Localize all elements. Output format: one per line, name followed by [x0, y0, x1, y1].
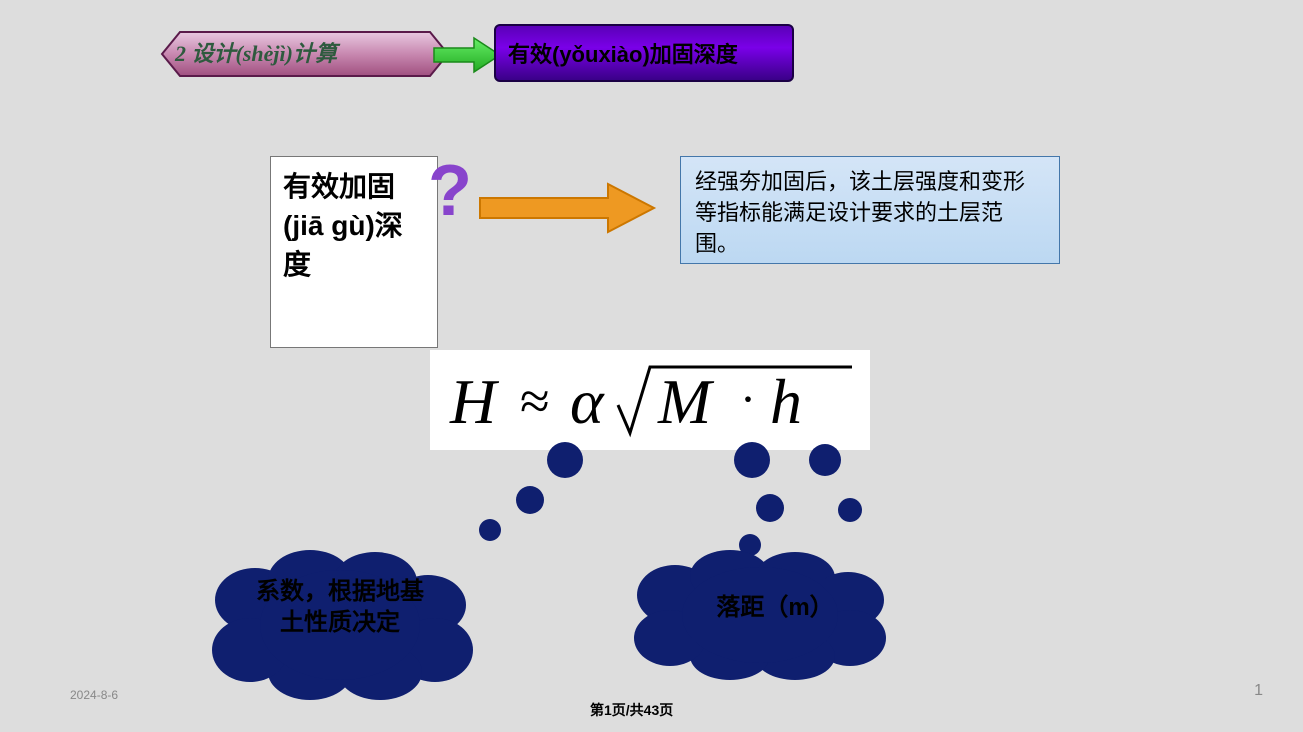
left-definition-text: 有效加固(jiā gù)深度 — [283, 171, 403, 280]
formula-svg: H ≈ α M · h — [440, 355, 860, 445]
sqrt-icon — [618, 367, 852, 433]
right-explanation-text: 经强夯加固后，该土层强度和变形等指标能满足设计要求的土层范围。 — [695, 169, 1025, 256]
formula-M: M — [657, 366, 715, 437]
cloud-left-text: 系数，根据地基土性质决定 — [250, 576, 430, 638]
question-mark-icon: ? — [428, 150, 472, 232]
orange-arrow-icon — [478, 180, 658, 236]
formula-alpha: α — [570, 366, 605, 437]
thought-bubble — [547, 442, 583, 478]
formula-box: H ≈ α M · h — [430, 350, 870, 450]
thought-bubble — [838, 498, 862, 522]
formula-h: h — [770, 366, 802, 437]
cloud-right-text: 落距（m） — [700, 592, 850, 623]
page-number: 1 — [1254, 682, 1263, 700]
right-explanation-box: 经强夯加固后，该土层强度和变形等指标能满足设计要求的土层范围。 — [680, 156, 1060, 264]
purple-title-box: 有效(yǒuxiào)加固深度 — [494, 24, 794, 82]
page-center-footer: 第1页/共43页 — [590, 700, 673, 720]
thought-bubble — [479, 519, 501, 541]
thought-bubble — [734, 442, 770, 478]
formula-H: H — [449, 366, 500, 437]
formula-dot: · — [740, 373, 756, 426]
left-definition-box: 有效加固(jiā gù)深度 — [270, 156, 438, 348]
green-arrow-icon — [432, 36, 502, 74]
thought-bubble — [809, 444, 841, 476]
hexagon-title: 2 设计(shèjì)计算 — [175, 36, 337, 68]
thought-bubble — [516, 486, 544, 514]
formula-approx: ≈ — [520, 371, 550, 431]
purple-title-text: 有效(yǒuxiào)加固深度 — [508, 37, 738, 69]
thought-bubble — [756, 494, 784, 522]
date-footer: 2024-8-6 — [70, 688, 118, 702]
